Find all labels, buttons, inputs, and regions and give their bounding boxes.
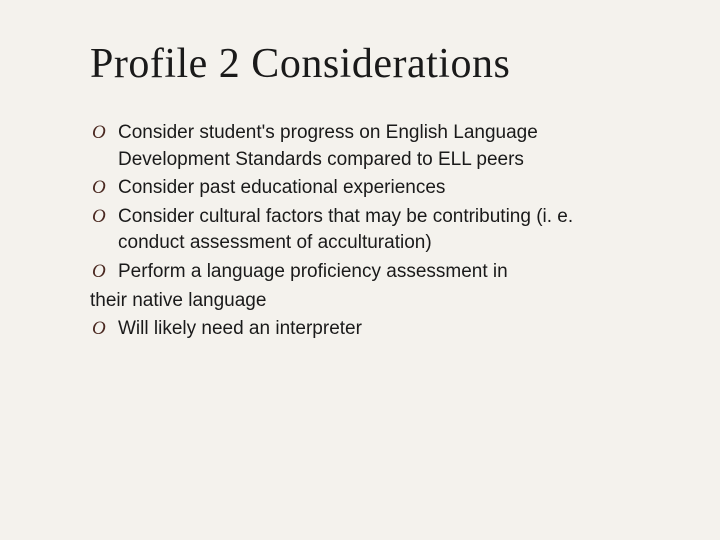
bullet-marker-icon: O — [90, 204, 118, 257]
bullet-text: Consider student's progress on English L… — [118, 120, 640, 173]
slide-content: O Consider student's progress on English… — [90, 120, 640, 343]
bullet-marker-icon: O — [90, 120, 118, 173]
bullet-text: Consider past educational experiences — [118, 175, 640, 202]
bullet-item: O Consider student's progress on English… — [90, 120, 640, 173]
bullet-marker-icon: O — [90, 175, 118, 202]
bullet-text: Will likely need an interpreter — [118, 316, 640, 343]
bullet-text: Consider cultural factors that may be co… — [118, 204, 640, 257]
slide-container: Profile 2 Considerations O Consider stud… — [0, 0, 720, 540]
bullet-marker-icon: O — [90, 316, 118, 343]
bullet-marker-icon: O — [90, 259, 118, 286]
continuation-line: their native language — [90, 288, 640, 315]
bullet-item: O Perform a language proficiency assessm… — [90, 259, 640, 286]
slide-title: Profile 2 Considerations — [90, 40, 640, 88]
bullet-text: Perform a language proficiency assessmen… — [118, 259, 640, 286]
bullet-item: O Consider past educational experiences — [90, 175, 640, 202]
bullet-item: O Will likely need an interpreter — [90, 316, 640, 343]
bullet-item: O Consider cultural factors that may be … — [90, 204, 640, 257]
